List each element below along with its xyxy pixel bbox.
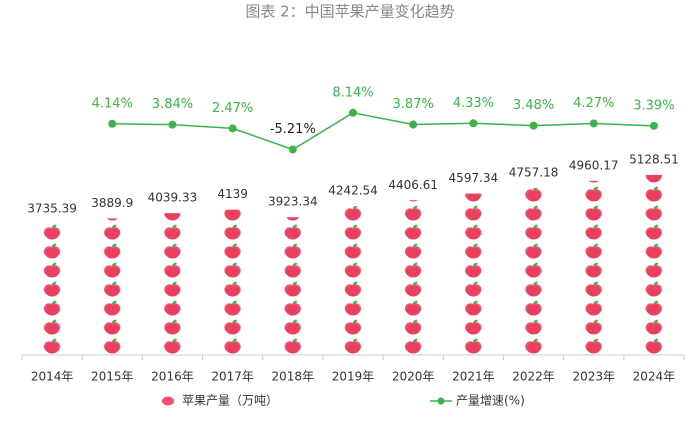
legend-label: 苹果产量（万吨） bbox=[182, 394, 278, 408]
x-tick-label: 2016年 bbox=[151, 370, 194, 384]
x-tick-label: 2017年 bbox=[211, 370, 254, 384]
point-label: 3.48% bbox=[513, 98, 554, 113]
point-label: 8.14% bbox=[332, 85, 373, 100]
bar-label: 4406.61 bbox=[388, 178, 438, 192]
bar-label: 4139 bbox=[217, 187, 248, 201]
line-point bbox=[589, 119, 598, 128]
bar-label: 4757.18 bbox=[509, 165, 559, 179]
point-label: 4.33% bbox=[453, 96, 494, 111]
bar bbox=[322, 206, 384, 355]
x-tick-label: 2023年 bbox=[572, 370, 615, 384]
legend-label: 产量增速(%) bbox=[456, 394, 525, 408]
x-tick-label: 2024年 bbox=[633, 370, 676, 384]
bar bbox=[443, 193, 504, 355]
point-label: 3.87% bbox=[393, 97, 434, 112]
bar-label: 3923.34 bbox=[268, 195, 318, 209]
x-tick-label: 2020年 bbox=[392, 370, 435, 384]
bar-label: 4039.33 bbox=[148, 191, 198, 205]
bar-label: 4242.54 bbox=[328, 184, 378, 198]
x-tick-label: 2022年 bbox=[512, 370, 555, 384]
point-label: 4.14% bbox=[92, 96, 133, 111]
point-label: 2.47% bbox=[212, 101, 253, 116]
bar bbox=[383, 200, 444, 355]
chart-title: 图表 2：中国苹果产量变化趋势 bbox=[245, 3, 454, 21]
x-tick-label: 2019年 bbox=[332, 370, 375, 384]
bar bbox=[202, 209, 263, 355]
bar-label: 3735.39 bbox=[27, 201, 77, 215]
bar bbox=[623, 174, 684, 355]
x-tick-label: 2015年 bbox=[91, 370, 134, 384]
bar bbox=[22, 223, 83, 355]
point-label: 3.84% bbox=[152, 97, 193, 112]
legend-swatch bbox=[437, 397, 445, 405]
legend-swatch bbox=[162, 396, 174, 406]
point-label: 4.27% bbox=[573, 96, 614, 111]
line-point bbox=[168, 120, 177, 129]
line-point bbox=[529, 121, 538, 130]
bar bbox=[262, 217, 323, 355]
line-point bbox=[349, 108, 357, 117]
line-point bbox=[649, 121, 658, 130]
x-tick-label: 2021年 bbox=[452, 370, 495, 384]
bar bbox=[563, 180, 624, 355]
bar bbox=[503, 187, 564, 355]
line-point bbox=[469, 119, 478, 128]
bar-label: 4960.17 bbox=[569, 158, 619, 172]
bar-label: 4597.34 bbox=[449, 171, 499, 185]
line-point bbox=[108, 119, 117, 128]
bar-label: 5128.51 bbox=[629, 152, 679, 166]
line bbox=[112, 112, 654, 151]
bar bbox=[82, 218, 143, 355]
point-label: -5.21% bbox=[270, 122, 316, 137]
point-label: 3.39% bbox=[633, 98, 674, 113]
bar bbox=[142, 213, 203, 355]
line-point bbox=[288, 145, 297, 154]
x-tick-label: 2014年 bbox=[31, 370, 74, 384]
bar-label: 3889.9 bbox=[91, 196, 133, 210]
x-tick-label: 2018年 bbox=[272, 370, 315, 384]
line-point bbox=[409, 120, 418, 129]
line-point bbox=[228, 124, 237, 133]
